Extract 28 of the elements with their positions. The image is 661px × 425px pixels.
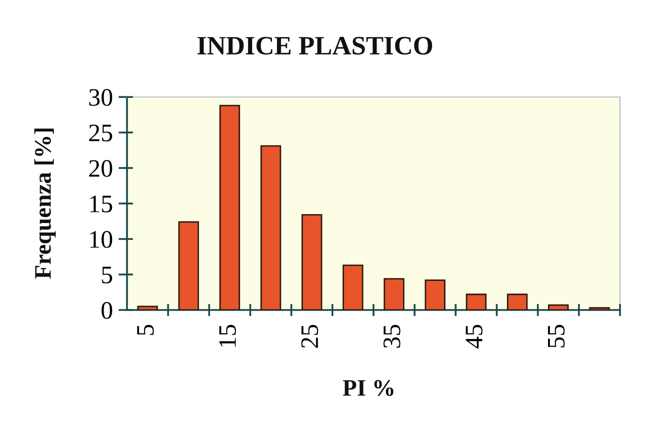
x-tick-label: 25 (301, 324, 318, 348)
bar (506, 294, 528, 310)
y-tick-label: 20 (89, 160, 112, 177)
y-tick-label: 25 (89, 124, 112, 142)
x-tick-label: 5 (137, 324, 154, 335)
y-tick-label: 10 (90, 231, 112, 248)
bar (342, 264, 364, 310)
bar (137, 306, 158, 310)
x-tick-label: 15 (219, 324, 236, 347)
bar (219, 104, 240, 310)
x-tick-label: 55 (548, 324, 565, 348)
y-tick-label: 30 (89, 89, 112, 106)
bar (302, 214, 322, 310)
chart-title: INDICE PLASTICO (197, 36, 432, 55)
y-tick-label: 0 (102, 302, 112, 319)
y-tick-label: 15 (90, 196, 112, 212)
y-axis-title: Frequenza [%] (34, 128, 56, 279)
bar (589, 307, 610, 310)
x-tick-label: 35 (384, 324, 400, 348)
bar (424, 279, 446, 310)
bar (178, 221, 199, 310)
y-tick-label: 5 (102, 266, 112, 284)
bar (384, 278, 404, 310)
bar (548, 304, 569, 310)
bar (466, 294, 487, 310)
x-tick-label: 45 (466, 324, 482, 348)
x-axis-title: PI % (342, 380, 394, 396)
bar (260, 145, 282, 310)
